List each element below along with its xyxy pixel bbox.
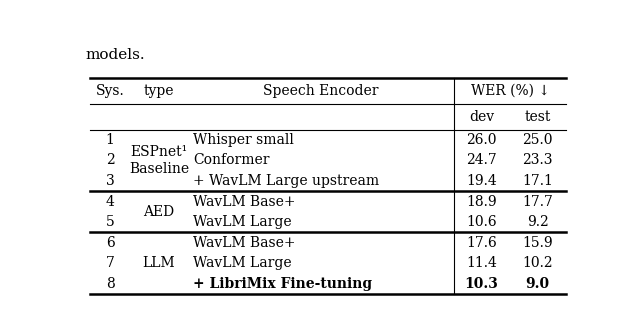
Text: WER (%) ↓: WER (%) ↓	[470, 84, 550, 98]
Text: WavLM Large: WavLM Large	[193, 215, 292, 229]
Text: 1: 1	[106, 133, 115, 147]
Text: WavLM Base+: WavLM Base+	[193, 195, 296, 209]
Text: 2: 2	[106, 154, 115, 167]
Text: 3: 3	[106, 174, 115, 188]
Text: Whisper small: Whisper small	[193, 133, 294, 147]
Text: 19.4: 19.4	[466, 174, 497, 188]
Text: 25.0: 25.0	[522, 133, 553, 147]
Text: + WavLM Large upstream: + WavLM Large upstream	[193, 174, 380, 188]
Text: 4: 4	[106, 195, 115, 209]
Text: Speech Encoder: Speech Encoder	[263, 84, 379, 98]
Text: 10.2: 10.2	[522, 256, 553, 270]
Text: WavLM Large: WavLM Large	[193, 256, 292, 270]
Text: 23.3: 23.3	[522, 154, 553, 167]
Text: dev: dev	[469, 110, 494, 124]
Text: models.: models.	[85, 48, 145, 62]
Text: 17.1: 17.1	[522, 174, 553, 188]
Text: 9.2: 9.2	[527, 215, 548, 229]
Text: 11.4: 11.4	[466, 256, 497, 270]
Text: Sys.: Sys.	[96, 84, 125, 98]
Text: 17.7: 17.7	[522, 195, 553, 209]
Text: 15.9: 15.9	[522, 236, 553, 250]
Text: AED: AED	[143, 205, 175, 219]
Text: 9.0: 9.0	[525, 277, 550, 291]
Text: 6: 6	[106, 236, 115, 250]
Text: LLM: LLM	[143, 256, 175, 270]
Text: 10.6: 10.6	[467, 215, 497, 229]
Text: type: type	[144, 84, 174, 98]
Text: 5: 5	[106, 215, 115, 229]
Text: ESPnet¹
Baseline: ESPnet¹ Baseline	[129, 145, 189, 176]
Text: 8: 8	[106, 277, 115, 291]
Text: 7: 7	[106, 256, 115, 270]
Text: 17.6: 17.6	[466, 236, 497, 250]
Text: Conformer: Conformer	[193, 154, 269, 167]
Text: WavLM Base+: WavLM Base+	[193, 236, 296, 250]
Text: 10.3: 10.3	[465, 277, 499, 291]
Text: + LibriMix Fine-tuning: + LibriMix Fine-tuning	[193, 277, 372, 291]
Text: 18.9: 18.9	[467, 195, 497, 209]
Text: 24.7: 24.7	[466, 154, 497, 167]
Text: test: test	[524, 110, 550, 124]
Text: 26.0: 26.0	[467, 133, 497, 147]
